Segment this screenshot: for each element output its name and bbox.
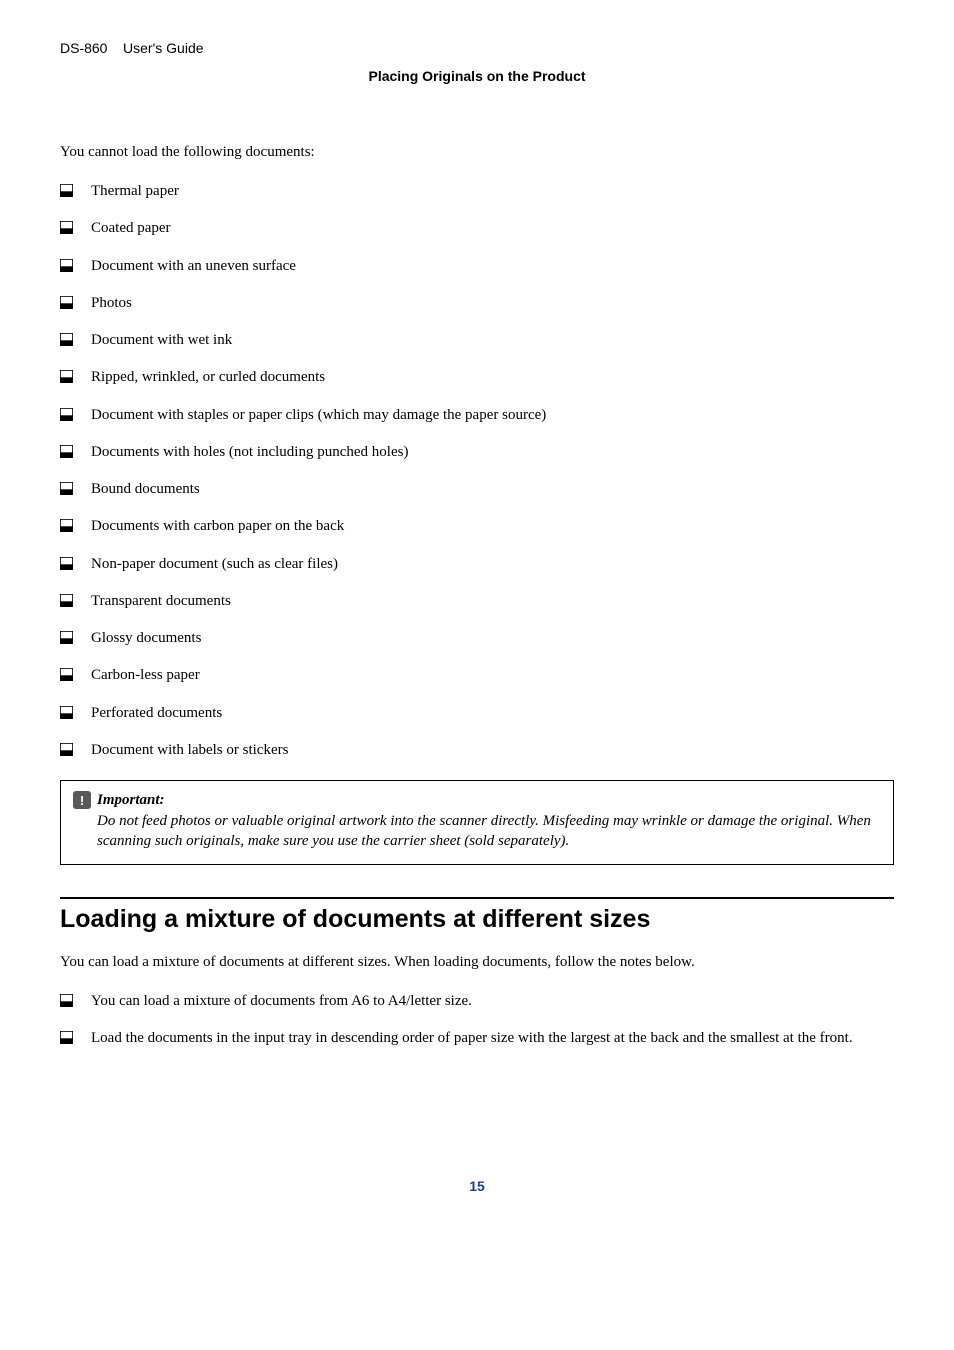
section-intro: You can load a mixture of documents at d… <box>60 954 894 971</box>
list-item: Transparent documents <box>60 591 894 611</box>
list-item: You can load a mixture of documents from… <box>60 991 894 1011</box>
doc-type: User's Guide <box>123 40 203 56</box>
bullet-icon <box>60 184 73 197</box>
bullet-icon <box>60 259 73 272</box>
bullet-icon <box>60 221 73 234</box>
list-item: Documents with carbon paper on the back <box>60 516 894 536</box>
bullet-icon <box>60 370 73 383</box>
bullet-icon <box>60 296 73 309</box>
list-item: Glossy documents <box>60 628 894 648</box>
list-item: Document with labels or stickers <box>60 740 894 760</box>
list-item: Document with an uneven surface <box>60 256 894 276</box>
product-name: DS-860 <box>60 40 107 56</box>
not-load-list: Thermal paper Coated paper Document with… <box>60 181 894 760</box>
bullet-icon <box>60 333 73 346</box>
list-item: Documents with holes (not including punc… <box>60 442 894 462</box>
list-item: Coated paper <box>60 218 894 238</box>
section-title-header: Placing Originals on the Product <box>60 68 894 84</box>
section-heading: Loading a mixture of documents at differ… <box>60 897 894 934</box>
list-item: Ripped, wrinkled, or curled documents <box>60 367 894 387</box>
list-item: Thermal paper <box>60 181 894 201</box>
list-item: Photos <box>60 293 894 313</box>
bullet-icon <box>60 519 73 532</box>
list-item: Bound documents <box>60 479 894 499</box>
bullet-icon <box>60 482 73 495</box>
list-item: Perforated documents <box>60 703 894 723</box>
bullet-icon <box>60 1031 73 1044</box>
intro-text: You cannot load the following documents: <box>60 144 894 161</box>
list-item: Carbon-less paper <box>60 665 894 685</box>
callout-header: ! Important: <box>73 791 881 809</box>
list-item: Document with staples or paper clips (wh… <box>60 405 894 425</box>
bullet-icon <box>60 445 73 458</box>
bullet-icon <box>60 706 73 719</box>
list-item: Non-paper document (such as clear files) <box>60 554 894 574</box>
bullet-icon <box>60 594 73 607</box>
important-body: Do not feed photos or valuable original … <box>97 811 881 852</box>
bullet-icon <box>60 668 73 681</box>
important-callout: ! Important: Do not feed photos or valua… <box>60 780 894 865</box>
list-item: Load the documents in the input tray in … <box>60 1028 894 1048</box>
page-number: 15 <box>60 1178 894 1194</box>
important-label: Important: <box>97 792 165 809</box>
header-product-line: DS-860 User's Guide <box>60 40 894 56</box>
bullet-icon <box>60 994 73 1007</box>
list-item: Document with wet ink <box>60 330 894 350</box>
bullet-icon <box>60 743 73 756</box>
bullet-icon <box>60 631 73 644</box>
exclamation-icon: ! <box>73 791 91 809</box>
bullet-icon <box>60 557 73 570</box>
section-list: You can load a mixture of documents from… <box>60 991 894 1049</box>
bullet-icon <box>60 408 73 421</box>
